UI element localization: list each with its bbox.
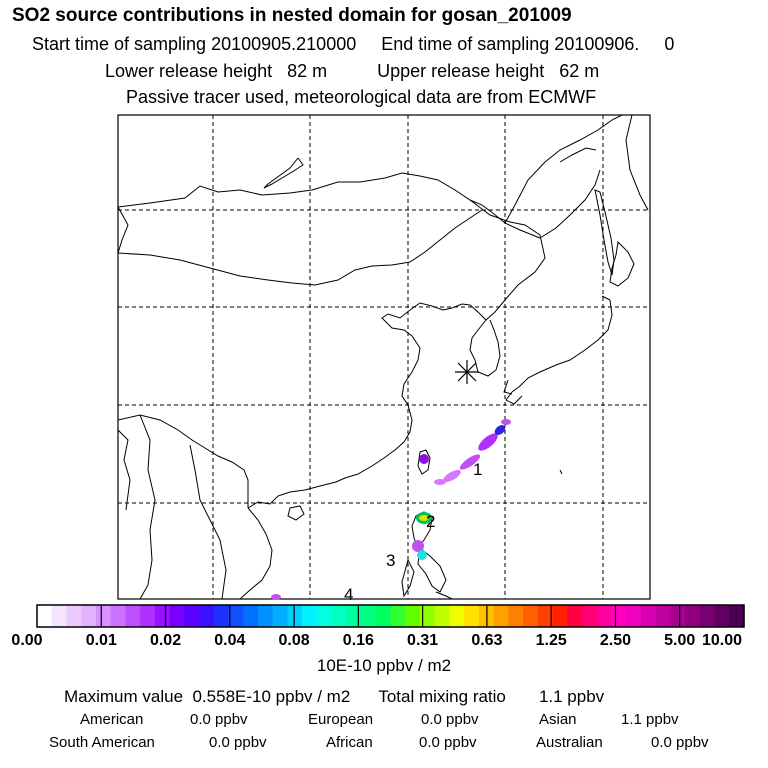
colorbar-cell [184,605,200,627]
indochina-coast [239,507,273,599]
taiwan [417,449,431,475]
coast-china [335,302,487,483]
colorbar-unit: 10E-10 ppbv / m2 [316,656,452,675]
plume-3 [412,540,427,560]
colorbar-cell [449,605,465,627]
colorbar-cell [346,605,362,627]
region-label-american: American [80,711,144,728]
colorbar-tick-label: 0.16 [342,632,374,649]
colorbar-cell [66,605,82,627]
release-height-line: Lower release height 82 m Upper release … [105,61,600,81]
colorbar-cell [154,605,171,627]
colorbar-tick-label: 0.01 [85,632,117,649]
region-value-european: 0.0 ppbv [421,711,479,728]
colorbar-cell [331,605,347,627]
region-value-asian: 1.1 ppbv [621,711,679,728]
plot-title: SO2 source contributions in nested domai… [12,5,572,26]
tracer-info-line: Passive tracer used, meteorological data… [126,87,597,107]
colorbar-cell [361,605,377,627]
source-label-1: 1 [473,460,482,479]
colorbar-cell [199,605,215,627]
colorbar-cell [581,605,598,627]
sampling-time-line: Start time of sampling 20100905.210000 E… [32,34,675,54]
colorbar-cell [434,605,451,627]
colorbar-cell [243,605,259,627]
japan [511,295,613,393]
plume-4 [271,594,281,600]
map-frame [117,114,651,600]
max-value-line: Maximum value 0.558E-10 ppbv / m2 Total … [64,687,605,706]
colorbar-cell [375,605,392,627]
receptor-asterisk-icon [455,360,479,384]
colorbar-cell [140,605,156,627]
colorbar-cell [228,605,244,627]
colorbar-cell [419,605,436,627]
colorbar-cell [537,605,554,627]
colorbar-cell [169,605,185,627]
colorbar-tick-label: 5.00 [664,632,696,649]
colorbar-cell [405,605,421,627]
colorbar-cell [390,605,406,627]
region-value-south-american: 0.0 ppbv [209,734,267,751]
region-label-asian: Asian [539,711,577,728]
colorbar-cell [567,605,583,627]
colorbar-cell [493,605,509,627]
colorbar-cell [552,605,568,627]
colorbar-tick-label: 10.00 [701,632,743,649]
region-value-african: 0.0 ppbv [419,734,477,751]
colorbar-tick-label: 0.02 [149,632,182,649]
colorbar-cell [81,605,97,627]
colorbar-cell [655,605,671,627]
colorbar-tick-label: 2.50 [599,632,632,649]
plume-2 [416,512,432,524]
colorbar-tick-label: 0.31 [407,632,439,649]
colorbar-cell [508,605,524,627]
plume-1 [419,419,511,485]
region-label-south-american: South American [49,734,155,751]
korea-peninsula [469,319,501,377]
lake-baikal [263,157,304,189]
colorbar-tick-label: 0.00 [11,632,43,649]
region-value-australian: 0.0 ppbv [651,734,709,751]
colorbar-cell [272,605,288,627]
colorbar-cell [287,605,303,627]
region-label-european: European [308,711,374,728]
colorbar-cell [257,605,274,627]
colorbar-cell [302,605,318,627]
source-label-2: 2 [426,512,435,531]
colorbar-tick-label: 0.04 [214,632,246,649]
colorbar-tick-label: 1.25 [535,632,567,649]
colorbar-cell [51,605,68,627]
colorbar-cell [611,605,627,627]
colorbar-cell [640,605,657,627]
colorbar-cell [95,605,112,627]
region-value-american: 0.0 ppbv [190,711,248,728]
colorbar-cell [110,605,126,627]
region-label-australian: Australian [536,734,603,751]
colorbar-cell [670,605,686,627]
colorbar-cell [316,605,333,627]
colorbar-cell [685,605,701,627]
colorbar-cell [596,605,613,627]
colorbar-cell [699,605,716,627]
source-label-3: 3 [386,551,395,570]
colorbar-cell [714,605,730,627]
colorbar-cell [213,605,230,627]
lat-lon-grid [118,115,650,599]
colorbar-cell [523,605,539,627]
colorbar-cell [37,605,53,627]
border-mongolia-china [118,209,483,286]
border-russia-mongolia [118,172,541,239]
colorbar-cell [125,605,141,627]
source-label-4: 4 [344,585,353,604]
colorbar-cell [464,605,480,627]
colorbar-cell [626,605,642,627]
colorbar-tick-label: 0.63 [471,632,503,649]
region-label-african: African [326,734,373,751]
colorbar-cell [729,605,745,627]
colorbar-tick-label: 0.08 [278,632,310,649]
